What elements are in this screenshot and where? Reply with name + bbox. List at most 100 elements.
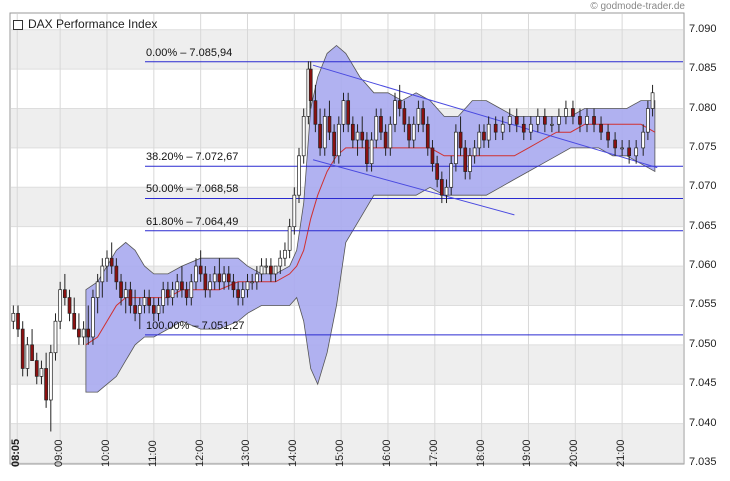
candle-down bbox=[543, 116, 547, 125]
fib-label: 0.00% – 7.085,94 bbox=[146, 46, 233, 59]
candle-down bbox=[599, 123, 603, 133]
candle-up bbox=[374, 116, 379, 141]
candle-up bbox=[297, 155, 301, 196]
candle-up bbox=[39, 368, 44, 377]
candle-down bbox=[514, 116, 519, 125]
candle-up bbox=[53, 320, 58, 354]
candle-up bbox=[273, 265, 278, 275]
x-tick-label: 14:00 bbox=[287, 439, 300, 467]
fib-label: 100.00% – 7.051,27 bbox=[146, 319, 245, 332]
candle-down bbox=[184, 289, 189, 298]
candle-down bbox=[63, 289, 67, 298]
candle-up bbox=[264, 265, 269, 268]
candle-down bbox=[236, 289, 240, 298]
candle-down bbox=[482, 131, 486, 141]
x-tick-label: 08:05 bbox=[10, 438, 23, 467]
candle-up bbox=[25, 344, 30, 369]
y-tick-label: 7.045 bbox=[689, 377, 717, 390]
candle-down bbox=[20, 328, 25, 369]
candle-up bbox=[142, 297, 147, 306]
candle-up bbox=[123, 289, 128, 298]
candle-down bbox=[379, 116, 383, 133]
candle-down bbox=[217, 273, 222, 283]
x-tick-label: 16:00 bbox=[380, 439, 393, 467]
candle-down bbox=[360, 131, 365, 141]
candle-up bbox=[278, 257, 283, 267]
candle-up bbox=[245, 281, 250, 291]
candle-down bbox=[458, 131, 463, 149]
candle-down bbox=[269, 265, 273, 275]
candle-down bbox=[402, 108, 407, 125]
candle-up bbox=[641, 131, 646, 149]
candle-down bbox=[421, 108, 425, 125]
y-tick-label: 7.090 bbox=[689, 22, 717, 35]
candle-down bbox=[231, 281, 236, 291]
x-tick-label: 12:00 bbox=[193, 439, 206, 467]
candle-up bbox=[222, 273, 226, 283]
candle-down bbox=[463, 147, 468, 172]
candle-up bbox=[620, 147, 624, 150]
candle-down bbox=[313, 100, 318, 125]
candle-up bbox=[336, 123, 341, 157]
candle-down bbox=[308, 68, 313, 101]
candle-up bbox=[208, 281, 212, 291]
candle-up bbox=[175, 281, 180, 291]
x-tick-label: 19:00 bbox=[521, 439, 534, 467]
candle-up bbox=[91, 297, 95, 338]
candle-up bbox=[393, 100, 397, 125]
candle-up bbox=[161, 289, 166, 306]
fib-label: 38.20% – 7.072,67 bbox=[146, 151, 239, 164]
channel-lower-line bbox=[312, 159, 515, 216]
candle-up bbox=[444, 186, 449, 196]
fib-label: 61.80% – 7.064,49 bbox=[146, 215, 239, 228]
candle-down bbox=[226, 273, 231, 283]
candle-down bbox=[133, 305, 137, 314]
y-tick-label: 7.065 bbox=[689, 219, 717, 232]
candle-down bbox=[435, 163, 439, 180]
candle-up bbox=[557, 116, 561, 125]
fib-label: 50.00% – 7.068,58 bbox=[146, 183, 239, 196]
candle-down bbox=[34, 360, 39, 377]
legend-box-icon bbox=[13, 20, 23, 30]
candle-down bbox=[346, 100, 351, 125]
x-tick-label: 09:00 bbox=[53, 439, 66, 467]
candle-down bbox=[327, 116, 332, 133]
candle-up bbox=[48, 352, 53, 401]
y-tick-label: 7.085 bbox=[689, 62, 717, 75]
y-tick-label: 7.070 bbox=[689, 180, 717, 193]
candle-up bbox=[634, 147, 639, 157]
candle-down bbox=[578, 116, 582, 125]
candle-up bbox=[472, 147, 477, 157]
candle-down bbox=[571, 108, 575, 117]
candle-down bbox=[521, 123, 526, 133]
candle-down bbox=[151, 305, 156, 314]
candle-up bbox=[81, 328, 86, 338]
candle-up bbox=[170, 289, 175, 298]
candle-up bbox=[301, 116, 306, 157]
candle-down bbox=[318, 123, 322, 149]
candle-up bbox=[58, 289, 63, 322]
candle-down bbox=[397, 100, 402, 109]
candle-down bbox=[407, 123, 411, 141]
x-tick-label: 13:00 bbox=[240, 439, 253, 467]
trend-channel bbox=[312, 64, 658, 216]
candle-up bbox=[194, 265, 198, 283]
candle-down bbox=[203, 273, 208, 291]
candle-up bbox=[95, 281, 100, 298]
candle-down bbox=[72, 312, 77, 330]
candle-up bbox=[240, 289, 245, 298]
candle-down bbox=[351, 123, 355, 141]
y-tick-label: 7.035 bbox=[689, 456, 717, 468]
candle-up bbox=[287, 226, 292, 251]
candle-down bbox=[592, 116, 596, 125]
candle-down bbox=[439, 179, 444, 196]
candle-up bbox=[500, 123, 505, 133]
candle-up bbox=[454, 131, 458, 165]
candle-down bbox=[166, 289, 170, 298]
x-tick-label: 17:00 bbox=[427, 439, 440, 467]
candle-down bbox=[44, 368, 48, 401]
candle-up bbox=[137, 305, 142, 314]
candle-up bbox=[535, 116, 540, 125]
x-tick-label: 18:00 bbox=[474, 439, 487, 467]
candle-down bbox=[606, 131, 610, 141]
